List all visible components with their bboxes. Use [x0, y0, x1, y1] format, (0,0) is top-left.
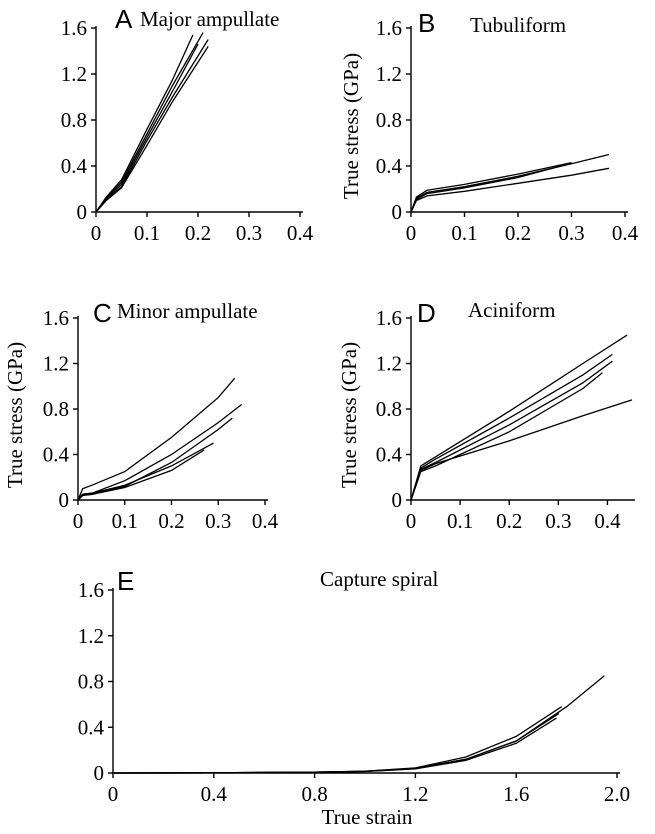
- x-tick-label: 0.1: [451, 221, 477, 245]
- x-tick-label: 0: [406, 221, 417, 245]
- panel-title: Aciniform: [468, 298, 555, 322]
- panel-letter: B: [418, 8, 435, 38]
- y-tick-label: 1.2: [376, 62, 402, 86]
- panel-title: Minor ampullate: [117, 299, 258, 323]
- x-tick-label: 1.6: [503, 782, 529, 806]
- x-tick-label: 0: [406, 509, 417, 533]
- series-line-3: [112, 712, 560, 774]
- y-tick-label: 0.4: [43, 443, 70, 467]
- series-line-1: [95, 34, 194, 213]
- panel-letter: D: [417, 298, 436, 328]
- panel-letter: E: [117, 566, 134, 596]
- y-tick-label: 0.8: [61, 108, 87, 132]
- series-line-4: [410, 372, 603, 501]
- y-tick-label: 0.8: [78, 670, 104, 694]
- x-tick-label: 0.4: [287, 221, 314, 245]
- series-line-3: [77, 417, 233, 501]
- x-tick-label: 0.3: [236, 221, 262, 245]
- y-tick-label: 0.8: [43, 397, 69, 421]
- series-line-2: [410, 161, 572, 213]
- series-line-4: [410, 167, 610, 213]
- y-tick-label: 0.8: [376, 108, 402, 132]
- y-tick-label: 0.4: [376, 154, 403, 178]
- series-line-2: [112, 706, 562, 774]
- x-tick-label: 0.4: [201, 782, 228, 806]
- series-line-2: [410, 353, 613, 501]
- panel-title: Major ampullate: [140, 7, 279, 31]
- x-tick-label: 0.1: [447, 509, 473, 533]
- y-tick-label: 0.8: [376, 397, 402, 421]
- y-tick-label: 1.2: [78, 624, 104, 648]
- y-tick-label: 1.6: [78, 578, 104, 602]
- series-line-2: [77, 403, 242, 501]
- series-line-4: [112, 717, 557, 774]
- y-tick-label: 1.2: [43, 352, 69, 376]
- series-line-4: [77, 442, 214, 501]
- series-line-5: [95, 46, 209, 213]
- y-tick-label: 1.6: [376, 16, 402, 40]
- y-tick-label: 1.6: [376, 306, 402, 330]
- x-tick-label: 0.2: [185, 221, 211, 245]
- y-tick-label: 1.2: [61, 62, 87, 86]
- y-tick-label: 0.4: [61, 154, 88, 178]
- y-tick-label: 1.6: [43, 306, 69, 330]
- series-line-5: [410, 399, 633, 501]
- x-tick-label: 0: [108, 782, 119, 806]
- series-line-1: [77, 377, 236, 501]
- y-tick-label: 0.4: [78, 715, 105, 739]
- x-tick-label: 0.3: [545, 509, 571, 533]
- panel-title: Tubuliform: [470, 13, 566, 37]
- panel-letter: C: [93, 298, 112, 328]
- x-tick-label: 0.8: [301, 782, 327, 806]
- x-tick-label: 1.2: [402, 782, 428, 806]
- x-axis-label: True strain: [322, 805, 413, 829]
- series-line-1: [112, 675, 605, 774]
- x-tick-label: 0.3: [205, 509, 231, 533]
- y-axis-label: True stress (GPa): [339, 53, 363, 199]
- x-tick-label: 2.0: [604, 782, 630, 806]
- x-tick-label: 0.3: [558, 221, 584, 245]
- x-tick-label: 0.2: [505, 221, 531, 245]
- panel-c: 0 0.4 0.8 1.2 1.6 0 0.1 0.2 0.3 0.4 C Minor ampulla…: [3, 298, 279, 533]
- series-line-3: [95, 43, 199, 213]
- x-tick-label: 0.4: [612, 221, 639, 245]
- panel-title: Capture spiral: [320, 567, 439, 591]
- x-tick-label: 0: [91, 221, 102, 245]
- series-line-2: [95, 32, 204, 213]
- y-tick-label: 0: [77, 200, 88, 224]
- series-line-4: [95, 39, 209, 213]
- panel-letter: A: [115, 4, 133, 34]
- x-tick-label: 0.1: [112, 509, 138, 533]
- x-tick-label: 0.4: [594, 509, 621, 533]
- series-line-1: [410, 334, 628, 501]
- y-axis-label: True stress (GPa): [337, 342, 361, 488]
- panel-b: 0 0.4 0.8 1.2 1.6 0 0.1 0.2 0.3 0.4 B Tubuliform Tru…: [339, 8, 639, 245]
- y-tick-label: 1.2: [376, 352, 402, 376]
- y-tick-label: 0.4: [376, 443, 403, 467]
- y-tick-label: 1.6: [61, 16, 87, 40]
- x-tick-label: 0.2: [496, 509, 522, 533]
- y-tick-label: 0: [59, 488, 70, 512]
- series-line-1: [410, 153, 610, 213]
- panel-e: 0 0.4 0.8 1.2 1.6 0 0.4 0.8 1.2 1.6 2.0 E Capture sp…: [78, 566, 630, 806]
- x-tick-label: 0.4: [252, 509, 279, 533]
- panel-a: 0 0.4 0.8 1.2 1.6 0 0.1 0.2 0.3 0.4 A Major ampulla…: [61, 4, 314, 245]
- x-tick-label: 0: [73, 509, 84, 533]
- panel-d: 0 0.4 0.8 1.2 1.6 0 0.1 0.2 0.3 0.4 D Aciniform True…: [337, 298, 635, 533]
- x-tick-label: 0.2: [158, 509, 184, 533]
- y-axis-label: True stress (GPa): [3, 342, 27, 488]
- y-tick-label: 0: [392, 488, 403, 512]
- y-tick-label: 0: [392, 200, 403, 224]
- y-tick-label: 0: [94, 761, 105, 785]
- x-tick-label: 0.1: [134, 221, 160, 245]
- series-line-5: [77, 449, 205, 501]
